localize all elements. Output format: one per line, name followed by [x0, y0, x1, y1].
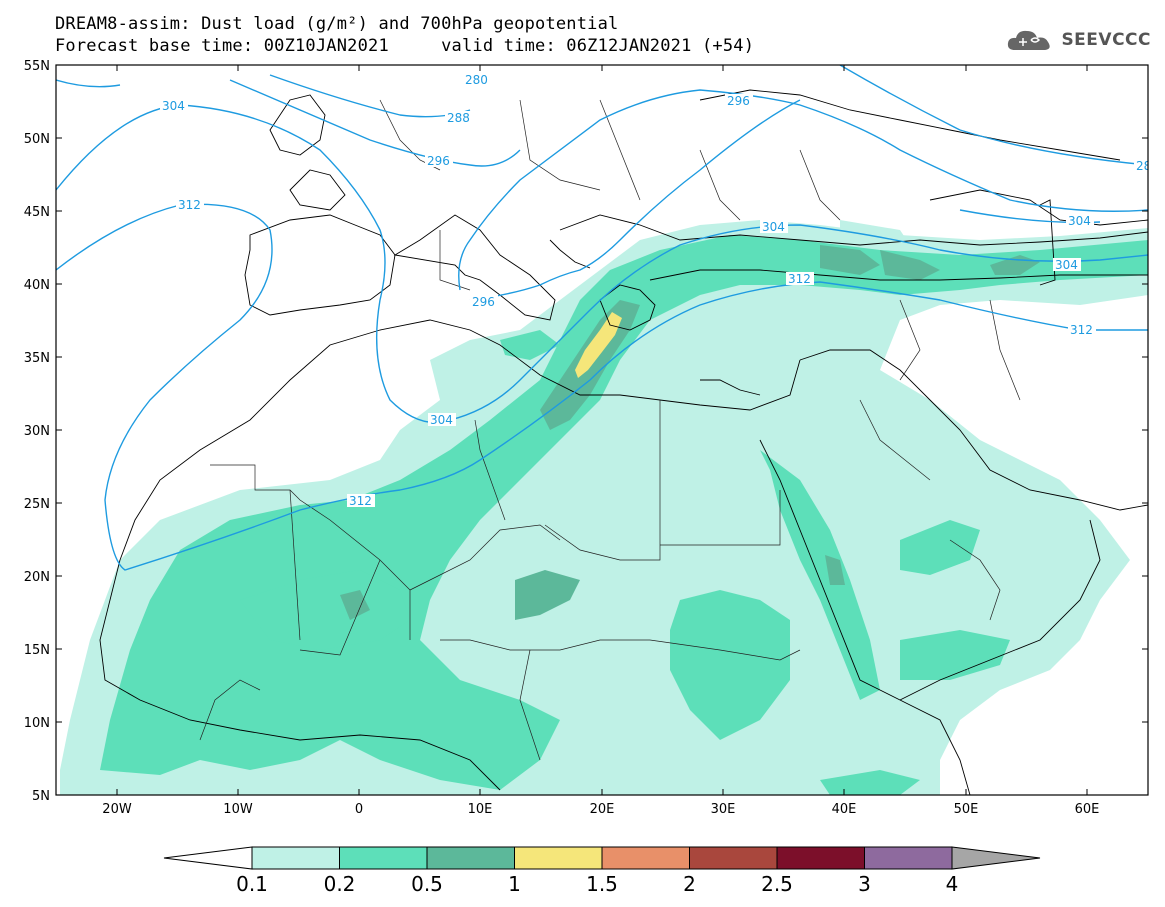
colorbar-swatch: [776, 846, 865, 870]
country-borders: [199, 99, 1021, 761]
contour-label: 304: [162, 99, 185, 113]
contour-label: 312: [788, 272, 811, 286]
colorbar-label: 3: [858, 872, 871, 896]
lat-label: 50N: [24, 132, 50, 147]
forecast-time: Forecast base time: 00Z10JAN2021 valid t…: [55, 36, 755, 56]
contour-label: 304: [1068, 214, 1091, 228]
contour-label: 312: [178, 198, 201, 212]
lon-label: 10E: [468, 802, 493, 817]
logo-text: SEEVCCC: [1061, 30, 1151, 50]
lon-label: 40E: [832, 802, 857, 817]
contour-label: 296: [727, 94, 750, 108]
contour-label: 280: [465, 73, 488, 87]
seevccc-logo: SEEVCCC: [1005, 26, 1151, 54]
lat-label: 45N: [24, 205, 50, 220]
contour-label: 312: [1070, 323, 1093, 337]
lon-label: 30E: [711, 802, 736, 817]
contour-label: 296: [472, 295, 495, 309]
contour-label: 28: [1136, 159, 1151, 173]
coastlines: [99, 89, 1148, 795]
colorbar: 0.1 0.2 0.5 1 1.5 2 2.5 3 4: [163, 846, 1041, 896]
lon-label: 50E: [954, 802, 979, 817]
colorbar-label: 1.5: [586, 872, 618, 896]
lat-axis: [56, 64, 1148, 723]
colorbar-swatch: [864, 846, 953, 870]
lat-label: 35N: [24, 351, 50, 366]
contour-label: 296: [427, 154, 450, 168]
colorbar-label: 4: [946, 872, 959, 896]
contour-label: 288: [447, 111, 470, 125]
lon-label: 20E: [590, 802, 615, 817]
contour-label: 304: [762, 220, 785, 234]
colorbar-label: 2: [683, 872, 696, 896]
lat-label: 55N: [24, 59, 50, 74]
colorbar-label: 1: [508, 872, 521, 896]
colorbar-swatch: [514, 846, 603, 870]
lat-label: 20N: [24, 570, 50, 585]
lat-label: 25N: [24, 497, 50, 512]
lat-label: 15N: [24, 643, 50, 658]
map-title: DREAM8-assim: Dust load (g/m²) and 700hP…: [55, 14, 619, 34]
colorbar-swatch: [251, 846, 340, 870]
dust-shading-yellow: [575, 312, 622, 378]
contour-label: 304: [430, 413, 453, 427]
lat-label: 40N: [24, 278, 50, 293]
colorbar-label: 0.1: [236, 872, 268, 896]
colorbar-swatch: [601, 846, 690, 870]
contour-label: 304: [1055, 258, 1078, 272]
lat-label: 5N: [32, 789, 50, 804]
lon-label: 60E: [1075, 802, 1100, 817]
colorbar-label: 2.5: [761, 872, 793, 896]
colorbar-over-triangle: [951, 846, 1041, 870]
colorbar-label: 0.5: [411, 872, 443, 896]
lat-label: 30N: [24, 424, 50, 439]
cloud-icon: [1008, 30, 1051, 50]
colorbar-swatch: [689, 846, 778, 870]
colorbar-swatch: [426, 846, 515, 870]
lon-axis: [116, 65, 1088, 795]
lon-label: 0: [355, 802, 363, 817]
colorbar-under-triangle: [163, 846, 253, 870]
lon-label: 20W: [102, 802, 132, 817]
colorbar-swatch: [339, 846, 428, 870]
lon-label: 10W: [223, 802, 253, 817]
colorbar-label: 0.2: [324, 872, 356, 896]
contour-label: 312: [349, 494, 372, 508]
lat-label: 10N: [24, 716, 50, 731]
